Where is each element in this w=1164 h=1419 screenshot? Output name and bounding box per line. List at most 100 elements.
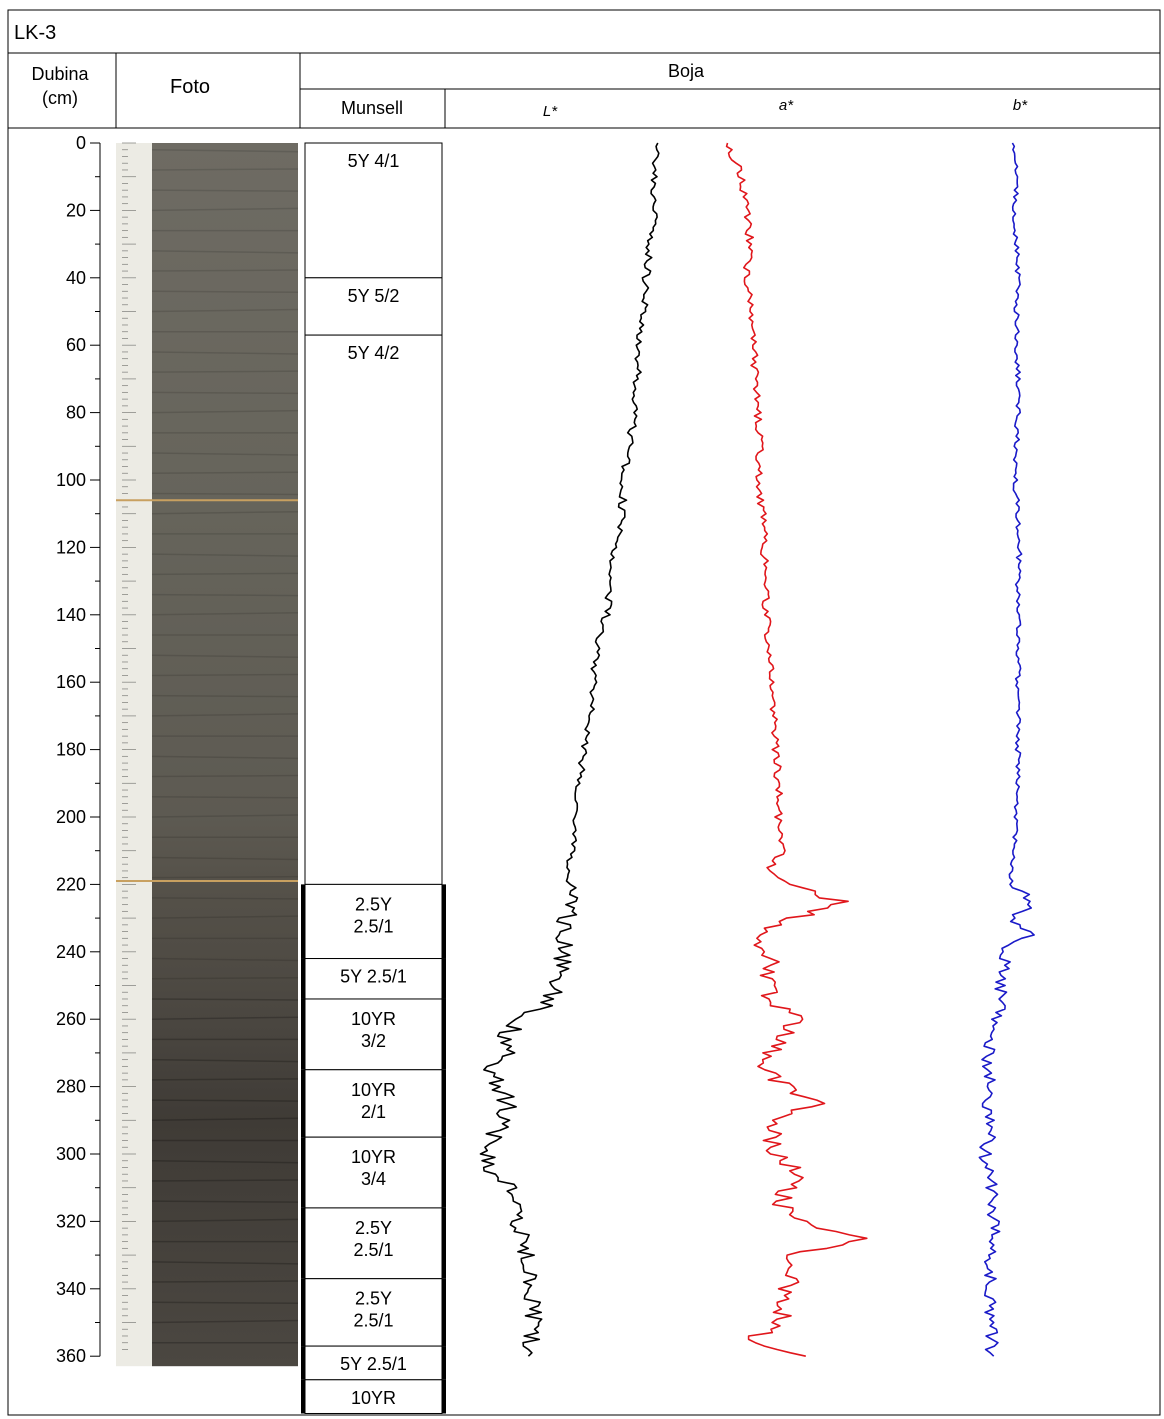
depth-tick-label: 120 — [56, 537, 86, 557]
photo-scale-paper — [116, 143, 152, 1367]
core-lamina — [151, 471, 299, 475]
core-lamina — [151, 1218, 299, 1223]
depth-tick-label: 0 — [76, 133, 86, 153]
photo-header: Foto — [170, 76, 210, 98]
core-lamina — [151, 1016, 299, 1020]
core-lamina — [151, 391, 299, 395]
core-lamina — [151, 673, 299, 677]
figure-border — [7, 9, 1161, 1416]
core-sediment — [152, 143, 298, 1367]
core-lamina — [151, 409, 299, 414]
core-lamina — [151, 1200, 299, 1203]
b-series-label: b* — [1013, 97, 1028, 114]
munsell-unit-label: 2/1 — [361, 1102, 386, 1122]
depth-axis: 0 20 40 60 80 100 120 140 160 180 200 220 240 260 280 3… — [56, 133, 101, 1366]
core-lamina — [151, 612, 299, 616]
core-lamina — [151, 1058, 299, 1063]
depth-header-line2: (cm) — [42, 88, 78, 108]
core-lamina — [151, 1117, 299, 1122]
munsell-unit — [304, 334, 443, 885]
core-lamina — [151, 875, 299, 879]
munsell-unit-label: 2.5Y — [355, 1289, 392, 1309]
core-lamina — [151, 370, 299, 373]
core-lamina — [151, 977, 299, 980]
munsell-unit-label: 2.5Y — [355, 1218, 392, 1238]
core-lamina — [151, 1099, 299, 1102]
core-lamina — [151, 774, 299, 778]
core-lamina — [151, 1179, 299, 1182]
depth-tick-label: 20 — [66, 200, 86, 220]
munsell-edge-mark — [301, 998, 305, 1070]
core-lamina — [151, 796, 299, 799]
core-lamina — [151, 1319, 299, 1324]
core-lamina — [151, 915, 299, 919]
munsell-unit-label: 2.5Y — [355, 894, 392, 914]
munsell-edge-mark — [442, 1137, 446, 1208]
core-lamina — [151, 168, 299, 171]
munsell-unit — [304, 277, 443, 336]
munsell-unit-label: 5Y 4/1 — [348, 151, 400, 171]
series-line-Lstar — [479, 142, 660, 1357]
depth-tick-label: 280 — [56, 1077, 86, 1097]
munsell-unit-label: 10YR — [351, 1388, 396, 1408]
color-header: Boja — [668, 61, 705, 81]
core-lamina — [151, 1078, 299, 1081]
munsell-edge-mark — [301, 1137, 305, 1208]
depth-tick-label: 320 — [56, 1211, 86, 1231]
core-lamina — [151, 814, 299, 818]
core-lamina — [151, 1159, 299, 1164]
munsell-edge-mark — [442, 958, 446, 999]
munsell-edge-mark — [301, 958, 305, 999]
core-lamina — [151, 572, 299, 576]
core-lamina — [151, 957, 299, 962]
munsell-unit — [304, 142, 443, 279]
depth-tick-label: 100 — [56, 470, 86, 490]
munsell-unit-label: 10YR — [351, 1147, 396, 1167]
core-lamina — [151, 654, 299, 658]
munsell-edge-mark — [442, 1278, 446, 1347]
munsell-unit-label: 5Y 2.5/1 — [340, 967, 407, 987]
core-lamina — [151, 593, 299, 597]
munsell-edge-mark — [442, 998, 446, 1070]
core-lamina — [151, 713, 299, 717]
munsell-unit-label: 3/4 — [361, 1169, 386, 1189]
munsell-edge-mark — [442, 1379, 446, 1414]
core-lamina — [151, 897, 299, 900]
series-line-bstar — [978, 142, 1035, 1357]
depth-tick-label: 140 — [56, 605, 86, 625]
depth-tick-label: 80 — [66, 403, 86, 423]
depth-tick-label: 60 — [66, 335, 86, 355]
core-lamina — [151, 492, 299, 496]
core-lamina — [151, 510, 299, 515]
munsell-unit-label: 5Y 4/2 — [348, 343, 400, 363]
core-lamina — [151, 755, 299, 760]
core-lamina — [151, 250, 299, 254]
depth-tick-label: 40 — [66, 268, 86, 288]
depth-tick-label: 360 — [56, 1346, 86, 1366]
munsell-unit-label: 2.5/1 — [353, 1311, 393, 1331]
munsell-edge-mark — [442, 1207, 446, 1279]
munsell-edge-mark — [442, 1346, 446, 1380]
core-lamina — [151, 856, 299, 861]
munsell-unit — [304, 883, 443, 960]
depth-tick-label: 260 — [56, 1009, 86, 1029]
core-photo — [116, 142, 299, 1367]
core-title: LK-3 — [14, 22, 56, 44]
core-lamina — [151, 148, 299, 153]
a-series-label: a* — [779, 97, 794, 114]
munsell-edge-mark — [301, 884, 305, 959]
munsell-unit-label: 3/2 — [361, 1031, 386, 1051]
core-lamina — [151, 351, 299, 355]
munsell-edge-mark — [301, 1346, 305, 1380]
core-lamina — [151, 189, 299, 192]
depth-tick-label: 300 — [56, 1144, 86, 1164]
core-lamina — [151, 1301, 299, 1305]
munsell-unit — [304, 1069, 443, 1138]
depth-tick-label: 340 — [56, 1279, 86, 1299]
core-lamina — [151, 1261, 299, 1265]
munsell-unit-label: 10YR — [351, 1009, 396, 1029]
core-lamina — [151, 290, 299, 294]
color-curves — [479, 142, 1035, 1357]
munsell-unit-label: 10YR — [351, 1080, 396, 1100]
